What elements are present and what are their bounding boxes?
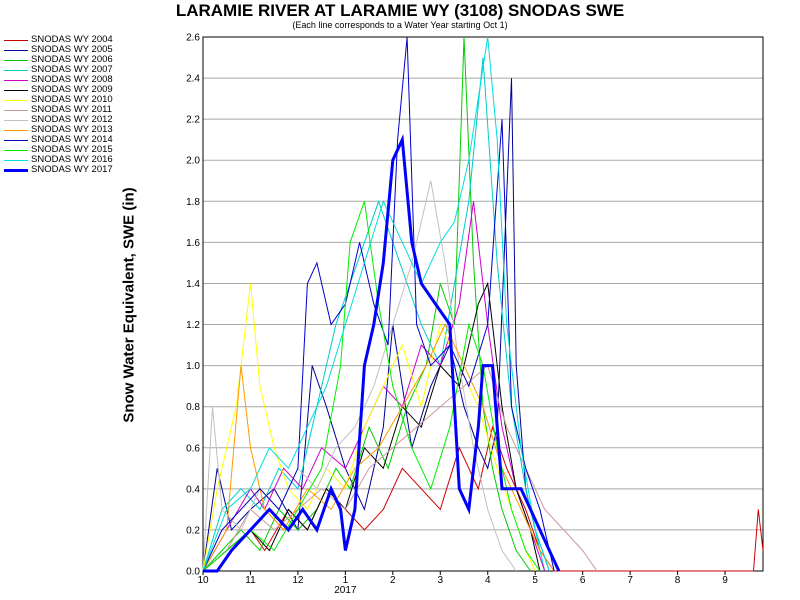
legend-swatch [4, 89, 28, 91]
series-line-2008 [202, 201, 546, 572]
x-tick-label: 10 [197, 575, 209, 586]
legend-label: SNODAS WY 2008 [31, 74, 113, 85]
legend-item: SNODAS WY 2009 [4, 85, 134, 95]
legend-item: SNODAS WY 2013 [4, 125, 134, 135]
series-line-2011 [202, 364, 598, 572]
legend-label: SNODAS WY 2007 [31, 64, 113, 75]
legend-item: SNODAS WY 2010 [4, 95, 134, 105]
x-tick-label: 4 [485, 575, 491, 586]
series-line-2005 [202, 78, 550, 572]
y-tick-label: 0.8 [186, 402, 200, 413]
y-tick-label: 2.0 [186, 156, 200, 167]
y-tick-label: 1.6 [186, 238, 200, 249]
legend-item: SNODAS WY 2004 [4, 35, 134, 45]
series-line-2012 [202, 180, 517, 572]
series-line-2009 [202, 281, 541, 572]
y-tick-label: 2.6 [186, 33, 200, 44]
y-tick-label: 1.4 [186, 279, 200, 290]
legend-label: SNODAS WY 2005 [31, 44, 113, 55]
legend-item: SNODAS WY 2005 [4, 45, 134, 55]
legend-label: SNODAS WY 2010 [31, 94, 113, 105]
y-tick-label: 2.2 [186, 115, 200, 126]
y-tick-label: 0.0 [186, 567, 200, 578]
legend-swatch [4, 119, 28, 121]
x-tick-label: 6 [580, 575, 586, 586]
x-tick-label: 1 [343, 575, 349, 586]
legend-swatch [4, 99, 28, 101]
y-tick-label: 1.0 [186, 361, 200, 372]
legend-label: SNODAS WY 2009 [31, 84, 113, 95]
y-tick-label: 1.8 [186, 197, 200, 208]
legend-label: SNODAS WY 2011 [31, 104, 112, 115]
legend-item: SNODAS WY 2017 [4, 165, 134, 175]
y-tick-label: 2.4 [186, 74, 200, 85]
legend-swatch [4, 109, 28, 111]
legend-label: SNODAS WY 2017 [31, 164, 113, 175]
legend-swatch [4, 49, 28, 51]
legend-item: SNODAS WY 2015 [4, 145, 134, 155]
legend-swatch [4, 39, 28, 41]
legend-swatch [4, 59, 28, 61]
x-tick-label: 2 [390, 575, 396, 586]
legend-label: SNODAS WY 2006 [31, 54, 113, 65]
x-tick-label: 11 [245, 575, 256, 586]
legend-label: SNODAS WY 2015 [31, 144, 113, 155]
chart-title: LARAMIE RIVER AT LARAMIE WY (3108) SNODA… [175, 1, 625, 20]
legend-swatch [4, 129, 28, 131]
x-tick-label: 8 [675, 575, 681, 586]
legend-swatch [4, 69, 28, 71]
legend-swatch [4, 168, 28, 172]
legend-item: SNODAS WY 2014 [4, 135, 134, 145]
legend-label: SNODAS WY 2012 [31, 114, 113, 125]
legend-swatch [4, 139, 28, 141]
legend-label: SNODAS WY 2004 [31, 34, 113, 45]
legend-label: SNODAS WY 2016 [31, 154, 113, 165]
legend-swatch [4, 159, 28, 161]
legend-item: SNODAS WY 2011 [4, 105, 134, 115]
legend-item: SNODAS WY 2007 [4, 65, 134, 75]
series-line-2015 [202, 201, 541, 572]
x-secondary-label: 2017 [334, 585, 357, 596]
y-tick-label: 1.2 [186, 320, 200, 331]
legend-item: SNODAS WY 2008 [4, 75, 134, 85]
series-line-2010 [202, 283, 536, 572]
legend-swatch [4, 79, 28, 81]
x-tick-label: 9 [722, 575, 728, 586]
legend-swatch [4, 149, 28, 151]
series-line-2016 [202, 36, 550, 572]
legend: SNODAS WY 2004 SNODAS WY 2005 SNODAS WY 20… [4, 35, 134, 175]
legend-item: SNODAS WY 2016 [4, 155, 134, 165]
series-line-2017 [203, 134, 561, 573]
x-tick-label: 7 [627, 575, 633, 586]
y-tick-label: 0.6 [186, 443, 200, 454]
y-tick-label: 0.4 [186, 484, 200, 495]
series-line-2014 [202, 36, 555, 572]
chart-subtitle: (Each line corresponds to a Water Year s… [292, 20, 508, 30]
y-tick-label: 0.2 [186, 525, 200, 536]
plot-border [202, 36, 764, 572]
x-tick-label: 5 [532, 575, 538, 586]
x-tick-label: 12 [292, 575, 304, 586]
legend-item: SNODAS WY 2006 [4, 55, 134, 65]
legend-item: SNODAS WY 2012 [4, 115, 134, 125]
legend-label: SNODAS WY 2013 [31, 124, 113, 135]
legend-label: SNODAS WY 2014 [31, 134, 113, 145]
series-line-2004 [202, 425, 764, 572]
x-tick-label: 3 [438, 575, 444, 586]
